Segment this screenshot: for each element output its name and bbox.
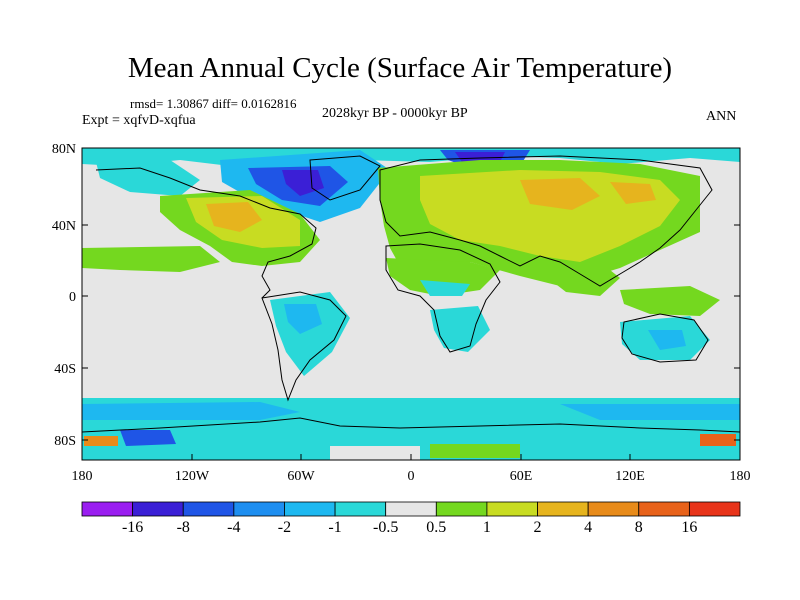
colorbar-label: -1 xyxy=(328,519,341,536)
colorbar-box xyxy=(233,501,285,517)
safrica-cyan-region xyxy=(430,306,490,352)
colorbar-label: -4 xyxy=(227,519,240,536)
plot-title: Mean Annual Cycle (Surface Air Temperatu… xyxy=(127,52,673,84)
coast-antarctica xyxy=(81,417,741,433)
lon-label: 0 xyxy=(408,469,415,484)
samerica-blue-patch xyxy=(284,304,322,334)
eurasia-yellow-region xyxy=(420,170,680,262)
colorbar-label: 2 xyxy=(534,519,542,536)
season-label: ANN xyxy=(706,109,737,124)
arctic-purple-patch xyxy=(455,152,505,162)
colorbar-boxes xyxy=(81,501,741,517)
lat-label: 80N xyxy=(52,142,76,157)
lat-label: 0 xyxy=(69,290,76,305)
colorbar-label: 16 xyxy=(681,519,697,536)
longitude-ticks xyxy=(81,454,741,460)
lat-label: 40S xyxy=(54,362,76,377)
stats-text: rmsd= 1.30867 diff= 0.0162816 xyxy=(130,96,297,111)
coast-africa xyxy=(385,243,501,353)
eurasia-orange-patch xyxy=(520,178,600,210)
southern-ocean-blue-band xyxy=(82,402,300,420)
antarctica-red-patch xyxy=(700,434,736,446)
coast-north-america xyxy=(95,167,317,299)
sahara-cyan-patch xyxy=(420,280,470,296)
colorbar-box xyxy=(182,501,235,517)
lon-label: 120E xyxy=(615,469,645,484)
anomaly-fill-regions xyxy=(82,148,740,460)
eurasia-orange-patch-2 xyxy=(610,182,656,204)
antarctica-blue-patch xyxy=(120,430,176,446)
lon-label: 60E xyxy=(510,469,533,484)
colorbar-label: 8 xyxy=(635,519,643,536)
colorbar-box xyxy=(385,501,437,517)
lon-label: 60W xyxy=(287,469,315,484)
namerica-orange-patch xyxy=(206,202,262,232)
experiment-label: Expt = xqfvD-xqfua xyxy=(82,113,196,128)
colorbar-label: -16 xyxy=(122,519,143,536)
colorbar-box xyxy=(284,501,336,517)
coast-australia xyxy=(621,313,709,363)
coast-eurasia xyxy=(379,155,713,287)
india-green-region xyxy=(548,262,620,296)
colorbar-box xyxy=(638,501,690,517)
colorbar-labels: -16 -8 -4 -2 -1 -0.5 0.5 1 2 4 8 16 xyxy=(122,519,697,536)
colorbar-box xyxy=(81,501,134,517)
latitude-ticks xyxy=(82,147,740,441)
lon-label: 120W xyxy=(175,469,210,484)
colorbar-box xyxy=(132,501,184,517)
lat-label: 80S xyxy=(54,434,76,449)
pacific-green-band xyxy=(82,246,220,272)
coastlines xyxy=(81,155,741,433)
colorbar-box xyxy=(688,501,741,517)
lat-label: 40N xyxy=(52,219,76,234)
coast-south-america xyxy=(261,291,347,402)
period-label: 2028kyr BP - 0000kyr BP xyxy=(322,106,468,121)
australia-blue-patch xyxy=(648,330,686,350)
antarctica-neutral-patch xyxy=(330,446,420,460)
colorbar-box xyxy=(435,501,488,517)
colorbar-label: 1 xyxy=(483,519,491,536)
maritime-green-region xyxy=(620,286,720,316)
colorbar-label: 4 xyxy=(584,519,592,536)
antarctica-cyan-region xyxy=(82,428,740,460)
lon-label: 180 xyxy=(730,469,751,484)
colorbar-box xyxy=(587,501,640,517)
colorbar-box xyxy=(537,501,589,517)
colorbar-box xyxy=(334,501,387,517)
colorbar-label: 0.5 xyxy=(426,519,446,536)
coast-greenland xyxy=(309,155,381,201)
colorbar-label: -8 xyxy=(177,519,190,536)
colorbar-label: -2 xyxy=(278,519,291,536)
colorbar-label: -0.5 xyxy=(373,519,398,536)
africa-green-region xyxy=(386,258,500,296)
antarctica-green-patch xyxy=(430,444,520,458)
antarctica-orange-patch xyxy=(84,436,118,446)
southern-ocean-blue-band-2 xyxy=(560,404,740,420)
lon-label: 180 xyxy=(72,469,93,484)
colorbar-box xyxy=(486,501,538,517)
